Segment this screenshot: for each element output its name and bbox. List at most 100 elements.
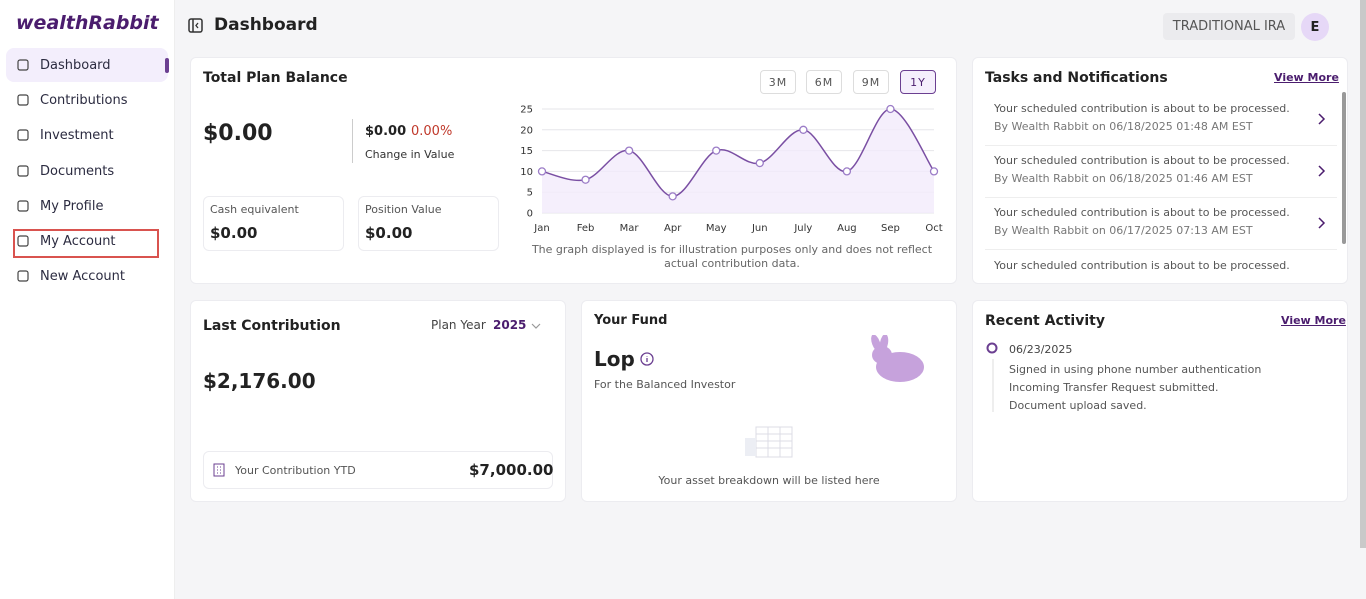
chevrons [1318,113,1326,229]
avatar[interactable]: E [1301,13,1329,41]
balance-chart: 0 5 10 15 20 25 Jan Feb Mar Apr May Jun July Aug Sep Oc… [520,104,942,235]
nav-icon [17,59,29,71]
x-tick-label: Apr [664,223,682,234]
x-tick-label: Sep [881,223,900,234]
nav-icon [17,235,29,247]
range-button[interactable]: 3M [760,70,796,94]
nav-icon [17,94,29,106]
view-more-link[interactable]: View More [1274,71,1339,84]
point [712,146,721,155]
nav-label[interactable]: My Account [40,233,116,249]
nav-icon [17,129,29,141]
contribution-amount: $2,176.00 [203,369,316,393]
task-message[interactable]: Your scheduled contribution is about to … [994,102,1290,115]
building-icon [213,463,225,477]
fund-card [581,300,957,502]
nav-item[interactable]: New Account [6,259,168,293]
activity-entry: Incoming Transfer Request submitted. [1009,381,1219,394]
nav-item[interactable]: Contributions [6,83,168,117]
page-title: Dashboard [214,15,318,35]
nav-item[interactable]: My Profile [6,189,168,223]
card-title: Total Plan Balance [203,70,348,86]
line-area [542,109,934,213]
y-tick-label: 20 [520,125,533,136]
nav-item[interactable]: Documents [6,154,168,188]
dropdown-icon[interactable] [531,322,541,330]
nav-icon [17,165,29,177]
chart-note: The graph displayed is for illustration … [531,243,933,270]
x-tick-label: Feb [577,223,595,234]
nav-label[interactable]: Documents [40,163,115,179]
ytd-value: $7,000.00 [469,461,554,479]
y-tick-label: 5 [527,188,533,199]
plan-year-label: Plan Year [431,318,486,332]
point [537,167,547,176]
point [886,104,895,114]
cash-box [203,196,344,251]
card-title: Last Contribution [203,318,341,334]
line [541,108,935,198]
change-amount: $0.00 [365,124,407,139]
fund-empty: Your asset breakdown will be listed here [658,474,880,487]
activity-card [972,300,1348,502]
plan-year[interactable]: 2025 [493,318,527,332]
task-meta: By Wealth Rabbit on 06/18/2025 01:48 AM … [994,120,1253,133]
nav-label[interactable]: My Profile [40,198,104,214]
task-message[interactable]: Your scheduled contribution is about to … [994,206,1290,219]
point [755,158,764,168]
nav-active-indicator [165,58,169,73]
separator [985,145,1337,146]
x-tick-label: July [793,223,812,234]
logo[interactable]: wealthRabbit [16,12,159,34]
point [668,192,677,201]
separator [985,249,1337,250]
ytd-label: Your Contribution YTD [235,464,356,477]
position-value: $0.00 [365,224,413,242]
tasks-scrollbar [1342,92,1346,244]
table-illustration [745,426,793,458]
card-title: Your Fund [594,313,668,328]
range-button[interactable]: 6M [806,70,842,94]
nav-item[interactable]: My Account [6,224,168,258]
change-label: Change in Value [365,148,455,161]
x-tick-label: Jun [751,223,768,234]
x-tick-label: May [706,223,727,234]
nav-label[interactable]: Investment [40,127,114,143]
nav-item[interactable]: Dashboard [6,48,168,82]
scrollbar [1360,0,1366,548]
range-button[interactable]: 9M [853,70,889,94]
task-message[interactable]: Your scheduled contribution is about to … [994,154,1290,167]
sidebar [0,0,175,599]
change-percent: 0.00% [411,124,453,139]
point [624,146,634,155]
range-button[interactable]: 1Y [900,70,936,94]
nav-label[interactable]: Dashboard [40,57,111,73]
x-tick-label: Aug [837,223,857,234]
card-title: Recent Activity [985,313,1105,329]
task-meta: By Wealth Rabbit on 06/18/2025 01:46 AM … [994,172,1253,185]
x-tick-label: Jan [533,223,549,234]
fund-name: Lop [594,347,635,371]
y-tick-label: 15 [520,146,533,157]
rabbit-illustration [871,335,924,382]
ytd-box [203,451,553,489]
nav-icon [17,270,29,282]
view-more-link[interactable]: View More [1281,314,1346,327]
point [842,167,852,176]
separator [985,197,1337,198]
nav-label[interactable]: Contributions [40,92,128,108]
collapse-icon[interactable] [188,18,204,34]
activity-entry: Document upload saved. [1009,399,1147,412]
task-message[interactable]: Your scheduled contribution is about to … [994,259,1290,272]
point [581,175,590,184]
account-type[interactable]: TRADITIONAL IRA [1163,13,1295,40]
y-tick-label: 0 [527,209,533,220]
position-box [358,196,499,251]
nav-item[interactable]: Investment [6,118,168,152]
y-tick-label: 10 [520,167,533,178]
info-icon[interactable] [640,352,654,366]
x-tick-label: Mar [620,223,640,234]
nav-label[interactable]: New Account [40,268,125,284]
